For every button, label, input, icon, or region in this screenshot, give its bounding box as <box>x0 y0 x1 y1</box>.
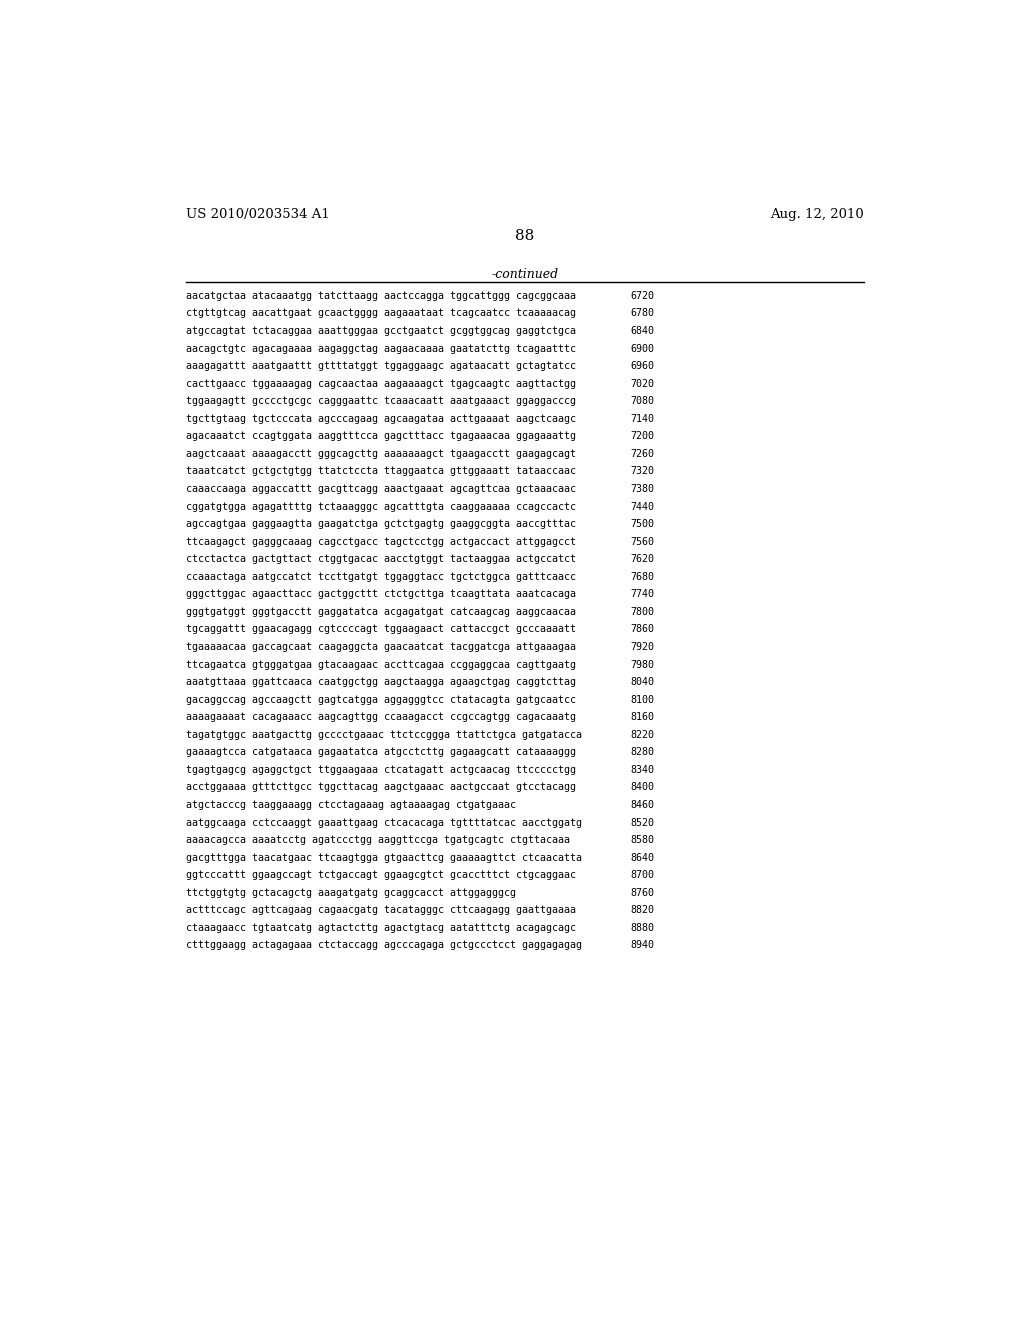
Text: 8640: 8640 <box>630 853 654 863</box>
Text: 8580: 8580 <box>630 836 654 845</box>
Text: atgctacccg taaggaaagg ctcctagaaag agtaaaagag ctgatgaaac: atgctacccg taaggaaagg ctcctagaaag agtaaa… <box>186 800 516 810</box>
Text: 6960: 6960 <box>630 362 654 371</box>
Text: ctgttgtcag aacattgaat gcaactgggg aagaaataat tcagcaatcc tcaaaaacag: ctgttgtcag aacattgaat gcaactgggg aagaaat… <box>186 309 577 318</box>
Text: ggtcccattt ggaagccagt tctgaccagt ggaagcgtct gcacctttct ctgcaggaac: ggtcccattt ggaagccagt tctgaccagt ggaagcg… <box>186 870 577 880</box>
Text: 8820: 8820 <box>630 906 654 915</box>
Text: aacagctgtc agacagaaaa aagaggctag aagaacaaaa gaatatcttg tcagaatttc: aacagctgtc agacagaaaa aagaggctag aagaaca… <box>186 343 577 354</box>
Text: 7740: 7740 <box>630 589 654 599</box>
Text: 6840: 6840 <box>630 326 654 337</box>
Text: aaagagattt aaatgaattt gttttatggt tggaggaagc agataacatt gctagtatcc: aaagagattt aaatgaattt gttttatggt tggagga… <box>186 362 577 371</box>
Text: caaaccaaga aggaccattt gacgttcagg aaactgaaat agcagttcaa gctaaacaac: caaaccaaga aggaccattt gacgttcagg aaactga… <box>186 484 577 494</box>
Text: 7800: 7800 <box>630 607 654 616</box>
Text: 7080: 7080 <box>630 396 654 407</box>
Text: tgagtgagcg agaggctgct ttggaagaaa ctcatagatt actgcaacag ttccccctgg: tgagtgagcg agaggctgct ttggaagaaa ctcatag… <box>186 764 577 775</box>
Text: 8700: 8700 <box>630 870 654 880</box>
Text: 8760: 8760 <box>630 888 654 898</box>
Text: 7620: 7620 <box>630 554 654 564</box>
Text: aaaacagcca aaaatcctg agatccctgg aaggttccga tgatgcagtc ctgttacaaa: aaaacagcca aaaatcctg agatccctgg aaggttcc… <box>186 836 570 845</box>
Text: tgcaggattt ggaacagagg cgtccccagt tggaagaact cattaccgct gcccaaaatt: tgcaggattt ggaacagagg cgtccccagt tggaaga… <box>186 624 577 635</box>
Text: gacaggccag agccaagctt gagtcatgga aggagggtcc ctatacagta gatgcaatcc: gacaggccag agccaagctt gagtcatgga aggaggg… <box>186 694 577 705</box>
Text: 7500: 7500 <box>630 519 654 529</box>
Text: 7920: 7920 <box>630 642 654 652</box>
Text: 8520: 8520 <box>630 817 654 828</box>
Text: aatggcaaga cctccaaggt gaaattgaag ctcacacaga tgttttatcac aacctggatg: aatggcaaga cctccaaggt gaaattgaag ctcacac… <box>186 817 582 828</box>
Text: -continued: -continued <box>492 268 558 281</box>
Text: 88: 88 <box>515 230 535 243</box>
Text: ttctggtgtg gctacagctg aaagatgatg gcaggcacct attggagggcg: ttctggtgtg gctacagctg aaagatgatg gcaggca… <box>186 888 516 898</box>
Text: 7860: 7860 <box>630 624 654 635</box>
Text: 7980: 7980 <box>630 660 654 669</box>
Text: 8100: 8100 <box>630 694 654 705</box>
Text: actttccagc agttcagaag cagaacgatg tacatagggc cttcaagagg gaattgaaaa: actttccagc agttcagaag cagaacgatg tacatag… <box>186 906 577 915</box>
Text: aaatgttaaa ggattcaaca caatggctgg aagctaagga agaagctgag caggtcttag: aaatgttaaa ggattcaaca caatggctgg aagctaa… <box>186 677 577 688</box>
Text: 8280: 8280 <box>630 747 654 758</box>
Text: tggaagagtt gcccctgcgc cagggaattc tcaaacaatt aaatgaaact ggaggacccg: tggaagagtt gcccctgcgc cagggaattc tcaaaca… <box>186 396 577 407</box>
Text: 7140: 7140 <box>630 413 654 424</box>
Text: 7440: 7440 <box>630 502 654 512</box>
Text: cacttgaacc tggaaaagag cagcaactaa aagaaaagct tgagcaagtc aagttactgg: cacttgaacc tggaaaagag cagcaactaa aagaaaa… <box>186 379 577 388</box>
Text: 7320: 7320 <box>630 466 654 477</box>
Text: 8220: 8220 <box>630 730 654 739</box>
Text: acctggaaaa gtttcttgcc tggcttacag aagctgaaac aactgccaat gtcctacagg: acctggaaaa gtttcttgcc tggcttacag aagctga… <box>186 783 577 792</box>
Text: US 2010/0203534 A1: US 2010/0203534 A1 <box>186 209 330 222</box>
Text: tgcttgtaag tgctcccata agcccagaag agcaagataa acttgaaaat aagctcaagc: tgcttgtaag tgctcccata agcccagaag agcaaga… <box>186 413 577 424</box>
Text: 8160: 8160 <box>630 713 654 722</box>
Text: gacgtttgga taacatgaac ttcaagtgga gtgaacttcg gaaaaagttct ctcaacatta: gacgtttgga taacatgaac ttcaagtgga gtgaact… <box>186 853 582 863</box>
Text: atgccagtat tctacaggaa aaattgggaa gcctgaatct gcggtggcag gaggtctgca: atgccagtat tctacaggaa aaattgggaa gcctgaa… <box>186 326 577 337</box>
Text: taaatcatct gctgctgtgg ttatctccta ttaggaatca gttggaaatt tataaccaac: taaatcatct gctgctgtgg ttatctccta ttaggaa… <box>186 466 577 477</box>
Text: ctaaagaacc tgtaatcatg agtactcttg agactgtacg aatatttctg acagagcagc: ctaaagaacc tgtaatcatg agtactcttg agactgt… <box>186 923 577 933</box>
Text: 7560: 7560 <box>630 537 654 546</box>
Text: 7380: 7380 <box>630 484 654 494</box>
Text: ttcaagagct gagggcaaag cagcctgacc tagctcctgg actgaccact attggagcct: ttcaagagct gagggcaaag cagcctgacc tagctcc… <box>186 537 577 546</box>
Text: 6780: 6780 <box>630 309 654 318</box>
Text: tagatgtggc aaatgacttg gcccctgaaac ttctccggga ttattctgca gatgatacca: tagatgtggc aaatgacttg gcccctgaaac ttctcc… <box>186 730 582 739</box>
Text: agccagtgaa gaggaagtta gaagatctga gctctgagtg gaaggcggta aaccgtttac: agccagtgaa gaggaagtta gaagatctga gctctga… <box>186 519 577 529</box>
Text: 6720: 6720 <box>630 290 654 301</box>
Text: aaaagaaaat cacagaaacc aagcagttgg ccaaagacct ccgccagtgg cagacaaatg: aaaagaaaat cacagaaacc aagcagttgg ccaaaga… <box>186 713 577 722</box>
Text: aacatgctaa atacaaatgg tatcttaagg aactccagga tggcattggg cagcggcaaa: aacatgctaa atacaaatgg tatcttaagg aactcca… <box>186 290 577 301</box>
Text: gaaaagtcca catgataaca gagaatatca atgcctcttg gagaagcatt cataaaaggg: gaaaagtcca catgataaca gagaatatca atgcctc… <box>186 747 577 758</box>
Text: agacaaatct ccagtggata aaggtttcca gagctttacc tgagaaacaa ggagaaattg: agacaaatct ccagtggata aaggtttcca gagcttt… <box>186 432 577 441</box>
Text: 8400: 8400 <box>630 783 654 792</box>
Text: 8340: 8340 <box>630 764 654 775</box>
Text: 7680: 7680 <box>630 572 654 582</box>
Text: 7200: 7200 <box>630 432 654 441</box>
Text: 7260: 7260 <box>630 449 654 459</box>
Text: 8880: 8880 <box>630 923 654 933</box>
Text: cggatgtgga agagattttg tctaaagggc agcatttgta caaggaaaaa ccagccactc: cggatgtgga agagattttg tctaaagggc agcattt… <box>186 502 577 512</box>
Text: gggcttggac agaacttacc gactggcttt ctctgcttga tcaagttata aaatcacaga: gggcttggac agaacttacc gactggcttt ctctgct… <box>186 589 577 599</box>
Text: ctttggaagg actagagaaa ctctaccagg agcccagaga gctgccctcct gaggagagag: ctttggaagg actagagaaa ctctaccagg agcccag… <box>186 940 582 950</box>
Text: aagctcaaat aaaagacctt gggcagcttg aaaaaaagct tgaagacctt gaagagcagt: aagctcaaat aaaagacctt gggcagcttg aaaaaaa… <box>186 449 577 459</box>
Text: Aug. 12, 2010: Aug. 12, 2010 <box>770 209 864 222</box>
Text: tgaaaaacaa gaccagcaat caagaggcta gaacaatcat tacggatcga attgaaagaa: tgaaaaacaa gaccagcaat caagaggcta gaacaat… <box>186 642 577 652</box>
Text: 8040: 8040 <box>630 677 654 688</box>
Text: gggtgatggt gggtgacctt gaggatatca acgagatgat catcaagcag aaggcaacaa: gggtgatggt gggtgacctt gaggatatca acgagat… <box>186 607 577 616</box>
Text: ttcagaatca gtgggatgaa gtacaagaac accttcagaa ccggaggcaa cagttgaatg: ttcagaatca gtgggatgaa gtacaagaac accttca… <box>186 660 577 669</box>
Text: 6900: 6900 <box>630 343 654 354</box>
Text: ctcctactca gactgttact ctggtgacac aacctgtggt tactaaggaa actgccatct: ctcctactca gactgttact ctggtgacac aacctgt… <box>186 554 577 564</box>
Text: 8940: 8940 <box>630 940 654 950</box>
Text: 7020: 7020 <box>630 379 654 388</box>
Text: ccaaactaga aatgccatct tccttgatgt tggaggtacc tgctctggca gatttcaacc: ccaaactaga aatgccatct tccttgatgt tggaggt… <box>186 572 577 582</box>
Text: 8460: 8460 <box>630 800 654 810</box>
